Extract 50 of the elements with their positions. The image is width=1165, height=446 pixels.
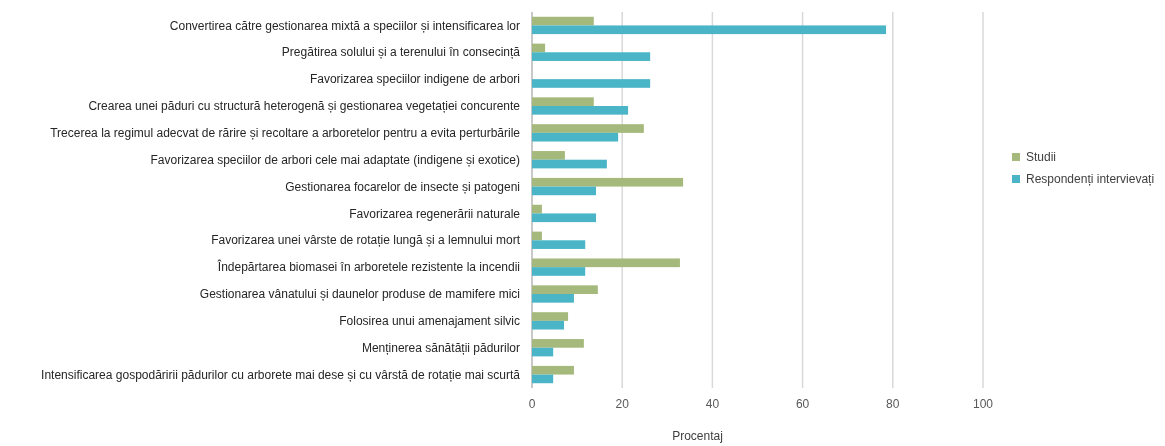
bar	[532, 79, 651, 88]
bar	[532, 204, 542, 214]
legend-label: Studii	[1026, 150, 1057, 165]
bar	[532, 312, 569, 321]
legend-label: Respondenți intervievați	[1026, 172, 1155, 187]
bar	[532, 186, 597, 196]
bar	[532, 106, 629, 115]
bar	[532, 231, 542, 241]
x-tick-label: 0	[528, 397, 536, 411]
bar	[532, 177, 684, 187]
y-tick-label: Folosirea unui amenajament silvic	[339, 314, 520, 329]
y-tick-label: Favorizarea regenerării naturale	[349, 206, 521, 221]
y-tick-label: Pregătirea solului și a terenului în consecință	[281, 45, 521, 60]
y-tick-label: Favorizarea speciilor indigene de arbori	[309, 72, 520, 87]
bar	[532, 240, 586, 249]
bar	[532, 213, 597, 223]
y-tick-label: Menținerea sănătății pădurilor	[361, 340, 520, 355]
x-axis-title: Procentaj	[672, 429, 723, 443]
y-tick-label: Îndepărtarea biomasei în arboretele rezistente la incendii	[216, 259, 520, 275]
y-tick-label: Favorizarea speciilor de arbori cele mai adaptate (indigene și exotice)	[150, 152, 520, 167]
bar	[532, 124, 644, 133]
bar	[532, 151, 565, 160]
bar	[532, 25, 887, 35]
bar	[532, 258, 680, 268]
x-tick-label: 40	[705, 397, 720, 411]
bar	[532, 52, 651, 61]
bar	[532, 294, 574, 303]
bar	[532, 16, 594, 26]
y-tick-label: Convertirea către gestionarea mixtă a speciilor și intensificarea lor	[169, 18, 520, 33]
y-tick-label: Gestionarea focarelor de insecte și patogeni	[285, 179, 520, 194]
bar	[532, 97, 594, 106]
bar	[532, 132, 619, 142]
x-tick-label: 80	[886, 397, 900, 411]
bar	[532, 365, 574, 375]
bar	[532, 159, 607, 169]
y-tick-label: Favorizarea unei vârste de rotație lungă și a lemnului mort	[211, 233, 521, 248]
bar	[532, 43, 546, 53]
bar	[532, 320, 565, 330]
y-tick-label: Gestionarea vânatului și daunelor produse de mamifere mici	[199, 287, 520, 302]
bar	[532, 347, 554, 357]
bar	[532, 267, 586, 276]
bar	[532, 374, 554, 384]
bar	[532, 285, 598, 294]
y-tick-label: Crearea unei păduri cu structură heterogenă și gestionarea vegetației concurente	[88, 99, 521, 114]
x-tick-label: 100	[972, 397, 994, 411]
x-tick-label: 20	[615, 397, 630, 411]
y-tick-label: Intensificarea gospodăririi pădurilor cu arborete mai dese și cu vârstă de rotație mai scurtă	[41, 367, 521, 382]
y-tick-label: Trecerea la regimul adecvat de rărire și recoltare a arboretelor pentru a evita perturbările	[50, 126, 521, 141]
x-tick-label: 60	[795, 397, 810, 411]
bar	[532, 339, 584, 348]
